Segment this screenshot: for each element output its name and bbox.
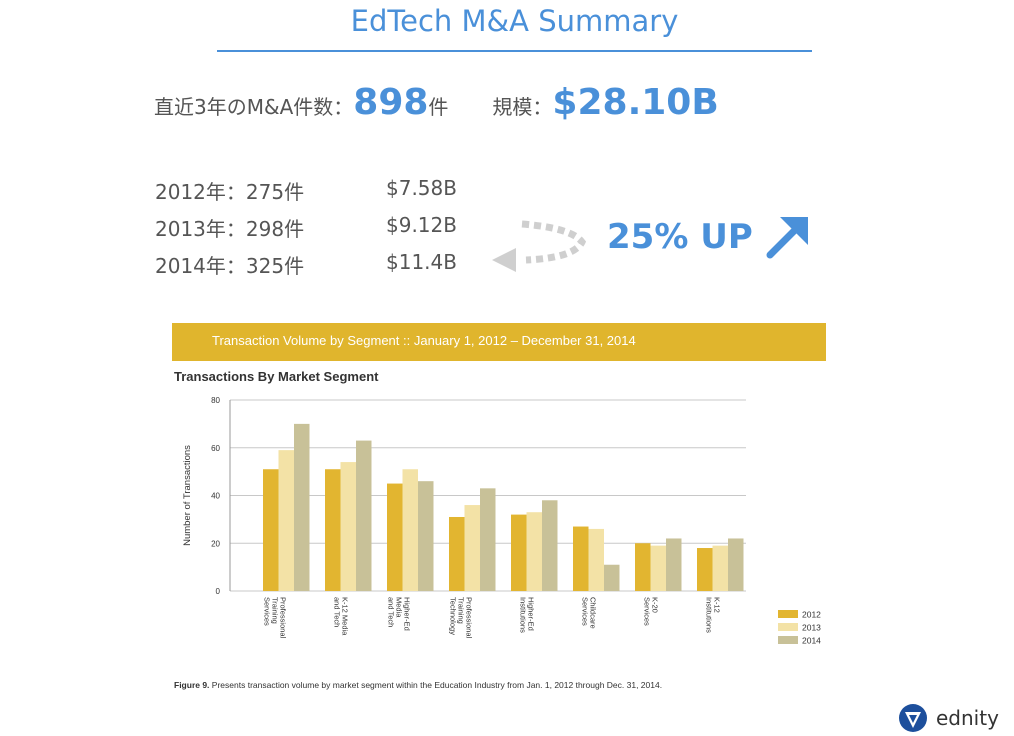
x-tick-label: Higher-EdMediaand Tech [386,597,411,631]
bar [635,543,651,591]
bar [480,488,496,591]
x-tick-label: Higher-EdInstitutions [518,597,535,633]
summary-scale: $28.10B [552,82,719,123]
dotted-arrow-icon [492,220,587,272]
x-tick-label-line: Services [262,597,271,626]
x-tick-label-line: Higher-Ed [402,597,411,631]
caption-text: Presents transaction volume by market se… [209,680,663,690]
bar [387,483,403,591]
bar [697,548,713,591]
bar [588,528,604,591]
legend-label: 2013 [802,623,821,633]
arrow-up-right-icon [766,217,808,259]
summary-count-label: 直近3年のM&A件数： [154,95,354,119]
bar [418,481,434,591]
year-row: 2012年：275件 $7.58B [155,176,457,205]
x-tick-label-line: Services [580,597,589,626]
figure-banner-text: Transaction Volume by Segment :: January… [212,333,636,348]
year-amount: $9.12B [386,213,457,237]
year-row: 2013年：298件 $9.12B [155,213,457,242]
x-tick-label-line: Media [394,597,403,618]
bar [728,538,744,591]
slide-title: EdTech M&A Summary [350,4,679,38]
x-tick-label: K-12Institutions [704,597,721,633]
bar [604,564,620,591]
caption-lead: Figure 9. [174,680,210,690]
bar [402,469,418,591]
y-tick-label: 80 [211,396,220,405]
x-tick-label-line: Childcare [588,597,597,629]
legend-label: 2014 [802,636,821,646]
bar-chart: 0 20 40 60 80 Number of Transactions Professio… [182,396,821,646]
legend-swatch [778,610,798,618]
year-label: 2012年：275件 [155,180,305,204]
bar [666,538,682,591]
x-tick-label-line: Services [642,597,651,626]
x-tick-label: ProfessionalTrainingServices [262,597,287,639]
bar [712,545,728,591]
x-tick-label-line: Institutions [704,597,713,633]
legend-swatch [778,623,798,631]
x-tick-label-line: and Tech [332,597,341,627]
bar [650,545,666,591]
x-tick-label: K-20Services [642,597,659,626]
y-tick-label: 0 [216,587,221,596]
y-tick-label: 40 [211,492,220,501]
x-tick-label-line: K-12 Media [340,597,349,636]
logo-wordmark: ednity [936,706,999,730]
figure-caption: Figure 9. Presents transaction volume by… [174,680,662,690]
brand-logo: ednity [898,703,999,733]
y-tick-label: 20 [211,539,220,548]
x-tick-label: ProfessionalTrainingTechnology [448,597,473,639]
x-tick-label: ChildcareServices [580,597,597,629]
bar [542,500,558,591]
ednity-logo-icon [899,704,927,732]
summary-count: 898 [353,82,429,123]
title-underline [217,50,812,52]
bar [356,440,372,591]
bar [340,462,356,591]
x-tick-label-line: Professional [278,597,287,639]
summary-count-unit: 件 [428,95,449,119]
bar [278,450,294,591]
chart-title: Transactions By Market Segment [174,369,379,384]
x-tick-label-line: K-12 [712,597,721,613]
x-tick-label-line: Training [456,597,465,624]
growth-text: 25% UP [607,217,753,257]
year-amount: $7.58B [386,176,457,200]
year-label: 2013年：298件 [155,217,305,241]
legend-label: 2012 [802,610,821,620]
bar [464,505,480,591]
summary-scale-label: 規模： [492,95,553,119]
y-axis-label: Number of Transactions [182,445,193,546]
year-row: 2014年：325件 $11.4B [155,250,457,279]
year-label: 2014年：325件 [155,254,305,278]
x-tick-label-line: Institutions [518,597,527,633]
y-tick-label: 60 [211,444,220,453]
figure-banner: Transaction Volume by Segment :: January… [172,323,826,361]
x-tick-label-line: Higher-Ed [526,597,535,631]
x-tick-label: K-12 Mediaand Tech [332,597,349,636]
summary-line: 直近3年のM&A件数：898件 規模：$28.10B [154,82,719,123]
year-amount: $11.4B [386,250,457,274]
bar [294,423,310,591]
legend-swatch [778,636,798,644]
bar [511,514,527,591]
bar [449,516,465,591]
x-tick-label-line: K-20 [650,597,659,613]
bar [573,526,589,591]
bar [263,469,279,591]
x-tick-label-line: Technology [448,597,457,635]
x-tick-label-line: and Tech [386,597,395,627]
x-tick-label-line: Training [270,597,279,624]
x-tick-label-line: Professional [464,597,473,639]
bar [526,512,542,591]
bar [325,469,341,591]
